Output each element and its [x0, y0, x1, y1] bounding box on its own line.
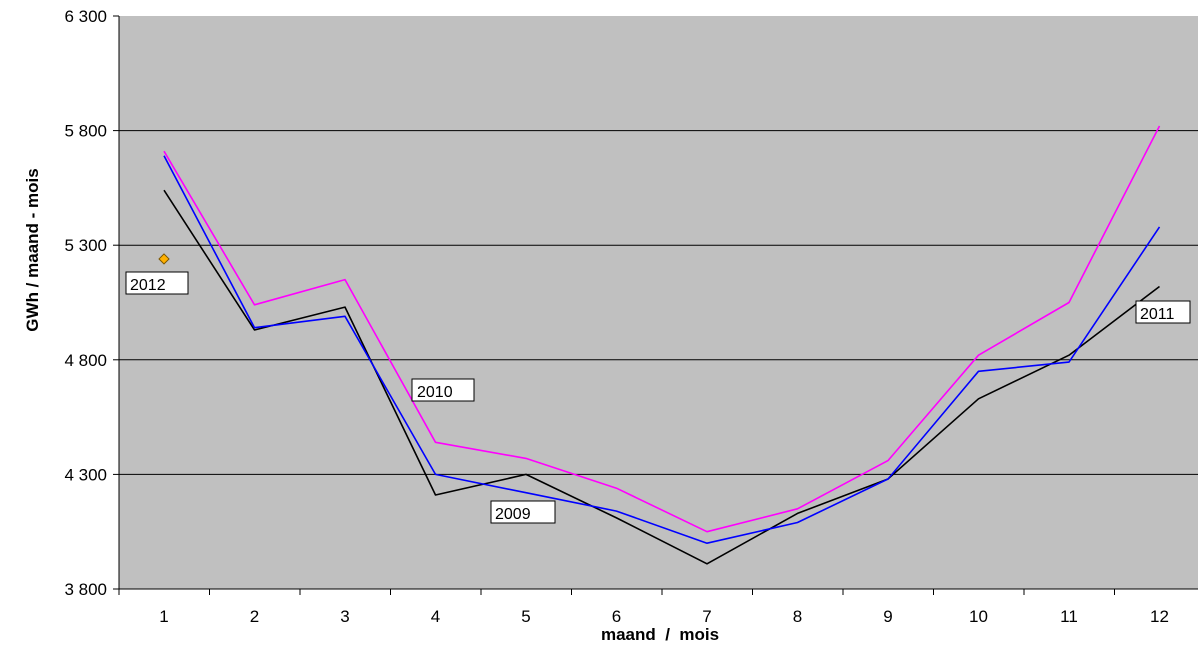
series-labels: 2012 2010 2009 2011	[125, 271, 1191, 524]
plot-area	[119, 16, 1198, 589]
series-line-2011	[163, 125, 1161, 533]
x-tick-label: 9	[883, 607, 892, 626]
y-tick-label: 3 800	[64, 580, 107, 599]
series-label-2009: 2009	[490, 500, 556, 524]
x-tick-label: 7	[702, 607, 711, 626]
x-tick-label: 5	[521, 607, 530, 626]
series-lines	[163, 125, 1161, 565]
y-tick-labels: 3 800 4 300 4 800 5 300 5 800 6 300	[64, 7, 107, 599]
x-tick-label: 12	[1150, 607, 1169, 626]
series-label-2009-text: 2009	[495, 506, 531, 523]
y-tick-label: 4 800	[64, 351, 107, 370]
series-label-2010-text: 2010	[417, 384, 453, 401]
series-line-2010	[163, 155, 1161, 545]
x-tick-label: 8	[793, 607, 802, 626]
x-tick-label: 6	[612, 607, 621, 626]
tick-marks	[113, 15, 1115, 595]
x-tick-label: 1	[159, 607, 168, 626]
x-tick-label: 3	[340, 607, 349, 626]
axes	[118, 16, 1198, 590]
series-label-2011-text: 2011	[1140, 306, 1175, 323]
series-label-2012-text: 2012	[130, 277, 166, 294]
y-tick-label: 5 800	[64, 122, 107, 141]
x-tick-label: 11	[1060, 607, 1078, 626]
series-label-2010: 2010	[411, 378, 475, 402]
x-tick-label: 4	[431, 607, 440, 626]
y-tick-label: 4 300	[64, 465, 107, 484]
series-label-2011: 2011	[1135, 300, 1191, 324]
y-tick-label: 6 300	[64, 7, 107, 26]
x-tick-label: 2	[250, 607, 259, 626]
x-tick-label: 10	[969, 607, 988, 626]
series-label-2012: 2012	[125, 271, 189, 295]
x-axis-title: maand / mois	[601, 625, 719, 644]
series-line-2009	[163, 189, 1160, 565]
marker-2012	[158, 253, 170, 265]
y-tick-label: 5 300	[64, 236, 107, 255]
gridlines	[119, 130, 1198, 475]
x-tick-labels: 1 2 3 4 5 6 7 8 9 10 11 12	[159, 607, 1169, 626]
y-axis-title: GWh / maand - mois	[23, 168, 42, 331]
series-markers	[158, 253, 170, 265]
